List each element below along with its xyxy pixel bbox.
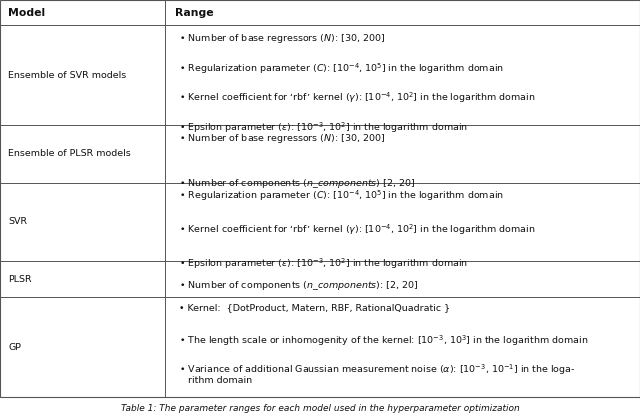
Text: • Epsilon parameter ($\mathit{\varepsilon}$): [$10^{-3}$, $10^{2}$] in the logar: • Epsilon parameter ($\mathit{\varepsilo… bbox=[179, 256, 468, 270]
Text: • The length scale or inhomogenity of the kernel: [$10^{-3}$, $10^{3}$] in the l: • The length scale or inhomogenity of th… bbox=[179, 333, 589, 347]
Text: rithm domain: rithm domain bbox=[188, 376, 252, 386]
Text: • Number of components ($\mathit{n\_components}$): [2, 20]: • Number of components ($\mathit{n\_comp… bbox=[179, 279, 419, 292]
Text: • Epsilon parameter ($\mathit{\varepsilon}$): [$10^{-3}$, $10^{2}$] in the logar: • Epsilon parameter ($\mathit{\varepsilo… bbox=[179, 120, 468, 135]
Text: • Kernel coefficient for ‘rbf’ kernel ($\mathit{\gamma}$): [$10^{-4}$, $10^{2}$]: • Kernel coefficient for ‘rbf’ kernel ($… bbox=[179, 223, 536, 237]
Text: • Kernel coefficient for ‘rbf’ kernel ($\mathit{\gamma}$): [$10^{-4}$, $10^{2}$]: • Kernel coefficient for ‘rbf’ kernel ($… bbox=[179, 91, 536, 105]
Text: Ensemble of PLSR models: Ensemble of PLSR models bbox=[8, 150, 131, 158]
Text: PLSR: PLSR bbox=[8, 275, 32, 284]
Text: Ensemble of SVR models: Ensemble of SVR models bbox=[8, 71, 127, 80]
Text: • Regularization parameter ($\mathit{C}$): [$10^{-4}$, $10^{5}$] in the logarith: • Regularization parameter ($\mathit{C}$… bbox=[179, 61, 504, 76]
Text: Table 1: The parameter ranges for each model used in the hyperparameter optimiza: Table 1: The parameter ranges for each m… bbox=[120, 404, 520, 413]
Text: • Number of base regressors ($\mathit{N}$): [30, 200]: • Number of base regressors ($\mathit{N}… bbox=[179, 131, 385, 144]
Text: GP: GP bbox=[8, 343, 21, 352]
Text: Model: Model bbox=[8, 8, 45, 18]
Text: • Kernel:  {DotProduct, Matern, RBF, RationalQuadratic }: • Kernel: {DotProduct, Matern, RBF, Rati… bbox=[179, 303, 451, 312]
Text: • Regularization parameter ($\mathit{C}$): [$10^{-4}$, $10^{5}$] in the logarith: • Regularization parameter ($\mathit{C}$… bbox=[179, 189, 504, 203]
Text: SVR: SVR bbox=[8, 217, 28, 226]
Text: • Number of base regressors ($\mathit{N}$): [30, 200]: • Number of base regressors ($\mathit{N}… bbox=[179, 32, 385, 45]
Text: • Variance of additional Gaussian measurement noise ($\mathit{\alpha}$): [$10^{-: • Variance of additional Gaussian measur… bbox=[179, 362, 576, 377]
Text: Range: Range bbox=[175, 8, 213, 18]
Text: • Number of components ($\mathit{n\_components}$) [2, 20]: • Number of components ($\mathit{n\_comp… bbox=[179, 178, 415, 191]
